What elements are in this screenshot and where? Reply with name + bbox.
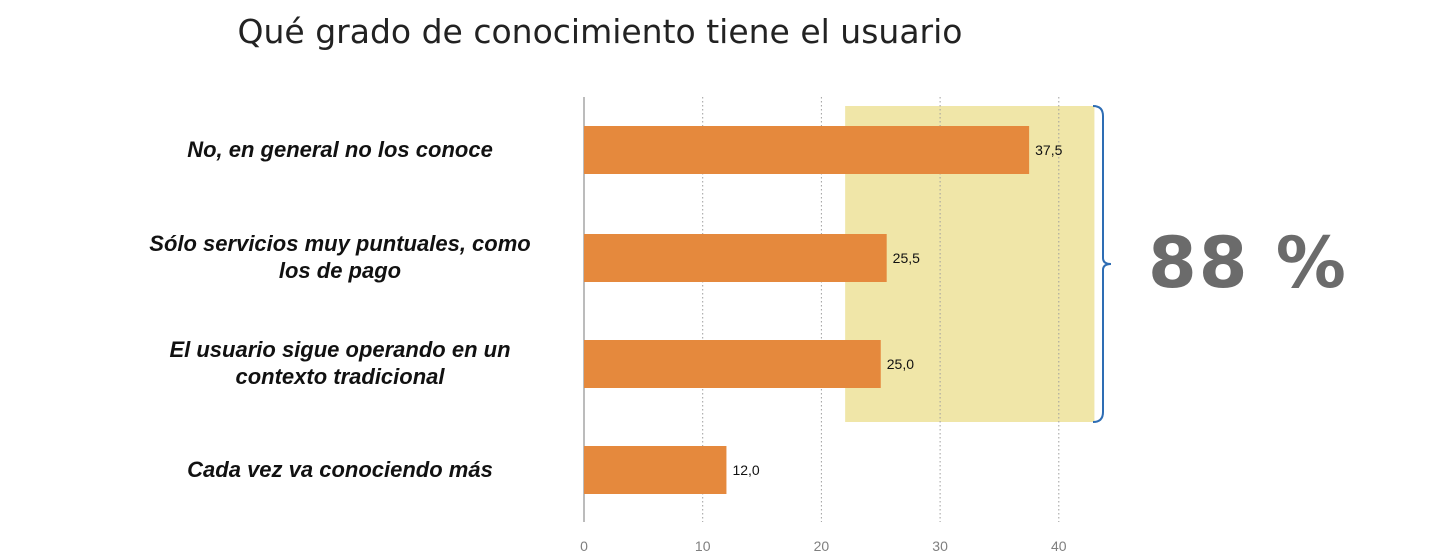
bar-1 xyxy=(584,234,887,282)
category-label-line: contexto tradicional xyxy=(235,364,445,389)
x-tick-label-3: 30 xyxy=(932,538,948,554)
category-label-1: Sólo servicios muy puntuales, como los de… xyxy=(120,230,560,284)
bar-value-label-2: 25,0 xyxy=(887,356,914,372)
bar-value-label-1: 25,5 xyxy=(893,250,920,266)
bar-value-label-0: 37,5 xyxy=(1035,142,1062,158)
x-tick-label-2: 20 xyxy=(814,538,830,554)
category-label-line: El usuario sigue operando en un xyxy=(169,337,511,362)
bar-2 xyxy=(584,340,881,388)
x-tick-label-1: 10 xyxy=(695,538,711,554)
bar-0 xyxy=(584,126,1030,174)
bracket xyxy=(1092,105,1112,423)
category-label-line: los de pago xyxy=(278,258,402,283)
category-label-3: Cada vez va conociendo más xyxy=(120,456,560,483)
bar-value-label-3: 12,0 xyxy=(732,462,759,478)
highlight-total-label: 88 % xyxy=(1148,222,1348,304)
category-label-2: El usuario sigue operando en un contexto … xyxy=(120,336,560,390)
x-tick-label-4: 40 xyxy=(1051,538,1067,554)
bar-3 xyxy=(584,446,727,494)
category-label-line: No, en general no los conoce xyxy=(187,136,493,162)
category-label-0: No, en general no los conoce xyxy=(120,136,560,163)
category-label-line: Cada vez va conociendo más xyxy=(187,456,493,482)
chart-title: Qué grado de conocimiento tiene el usuar… xyxy=(237,12,963,51)
x-tick-label-0: 0 xyxy=(580,538,588,554)
category-label-line: Sólo servicios muy puntuales, como xyxy=(149,231,531,256)
